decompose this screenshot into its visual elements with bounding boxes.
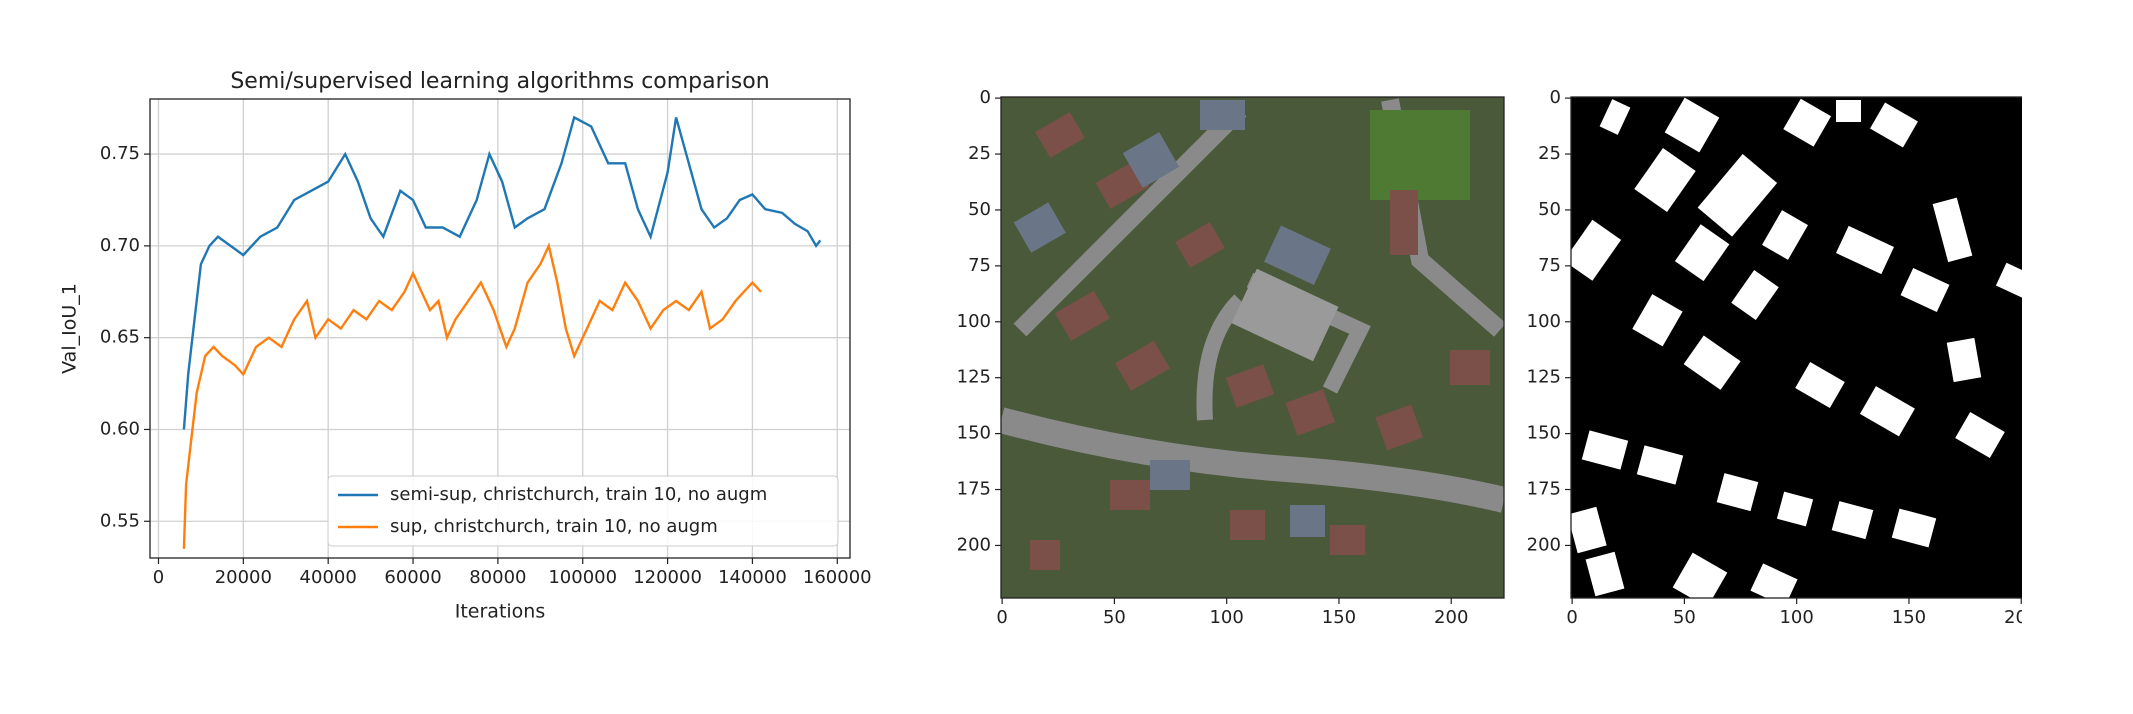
aerial-image <box>1001 97 1504 598</box>
x-tick-label: 200 <box>1434 607 1468 628</box>
y-tick-label: 200 <box>1527 534 1561 555</box>
y-tick-label: 0 <box>980 87 991 108</box>
x-tick-label: 60000 <box>384 567 441 588</box>
legend-label: sup, christchurch, train 10, no augm <box>390 516 718 537</box>
x-tick-label: 0 <box>153 567 164 588</box>
mask-image <box>1571 97 2022 598</box>
y-tick-label: 125 <box>1527 367 1561 388</box>
series-line <box>182 115 822 430</box>
axes-frame <box>1000 96 1505 599</box>
y-tick-label: 25 <box>1538 143 1561 164</box>
y-tick-label: 100 <box>957 311 991 332</box>
y-tick-label: 0.60 <box>100 418 140 439</box>
x-tick-label: 0 <box>996 607 1007 628</box>
legend: semi-sup, christchurch, train 10, no aug… <box>327 475 839 547</box>
x-tick-label: 160000 <box>803 567 872 588</box>
y-tick-label: 175 <box>1527 479 1561 500</box>
legend-label: semi-sup, christchurch, train 10, no aug… <box>390 484 767 505</box>
legend-box <box>327 475 839 547</box>
y-tick-label: 125 <box>957 367 991 388</box>
x-tick-label: 0 <box>1566 607 1577 628</box>
y-tick-label: 0.75 <box>100 143 140 164</box>
axes-layer: 0 20000 40000 60000 80000 100000 120000 140000 1… <box>59 69 2038 628</box>
y-tick-label: 200 <box>957 534 991 555</box>
y-tick-label: 0.70 <box>100 235 140 256</box>
y-tick-label: 50 <box>1538 199 1561 220</box>
x-tick-label: 200 <box>2004 607 2038 628</box>
y-tick-label: 150 <box>1527 423 1561 444</box>
x-tick-label: 150 <box>1322 607 1356 628</box>
y-tick-label: 175 <box>957 479 991 500</box>
axes-frame <box>149 98 851 559</box>
x-tick-label: 50 <box>1673 607 1696 628</box>
x-axis-label: Iterations <box>455 601 546 623</box>
x-tick-label: 50 <box>1103 607 1126 628</box>
x-tick-label: 120000 <box>633 567 702 588</box>
x-tick-label: 20000 <box>215 567 272 588</box>
y-tick-label: 100 <box>1527 311 1561 332</box>
y-tick-label: 75 <box>1538 255 1561 276</box>
x-tick-label: 140000 <box>718 567 787 588</box>
y-tick-label: 0.65 <box>100 327 140 348</box>
x-tick-label: 80000 <box>469 567 526 588</box>
y-tick-label: 25 <box>968 143 991 164</box>
y-tick-label: 50 <box>968 199 991 220</box>
y-tick-label: 0 <box>1550 87 1561 108</box>
y-tick-label: 0.55 <box>100 510 140 531</box>
x-tick-label: 150 <box>1892 607 1926 628</box>
chart-title: Semi/supervised learning algorithms comp… <box>230 69 769 94</box>
x-tick-label: 100 <box>1209 607 1243 628</box>
y-tick-label: 150 <box>957 423 991 444</box>
y-axis-label: Val_IoU_1 <box>59 283 81 374</box>
y-tick-label: 75 <box>968 255 991 276</box>
x-tick-label: 100000 <box>548 567 617 588</box>
x-tick-label: 40000 <box>300 567 357 588</box>
series-line <box>182 242 762 549</box>
x-tick-label: 100 <box>1779 607 1813 628</box>
axes-frame <box>1570 96 2022 599</box>
